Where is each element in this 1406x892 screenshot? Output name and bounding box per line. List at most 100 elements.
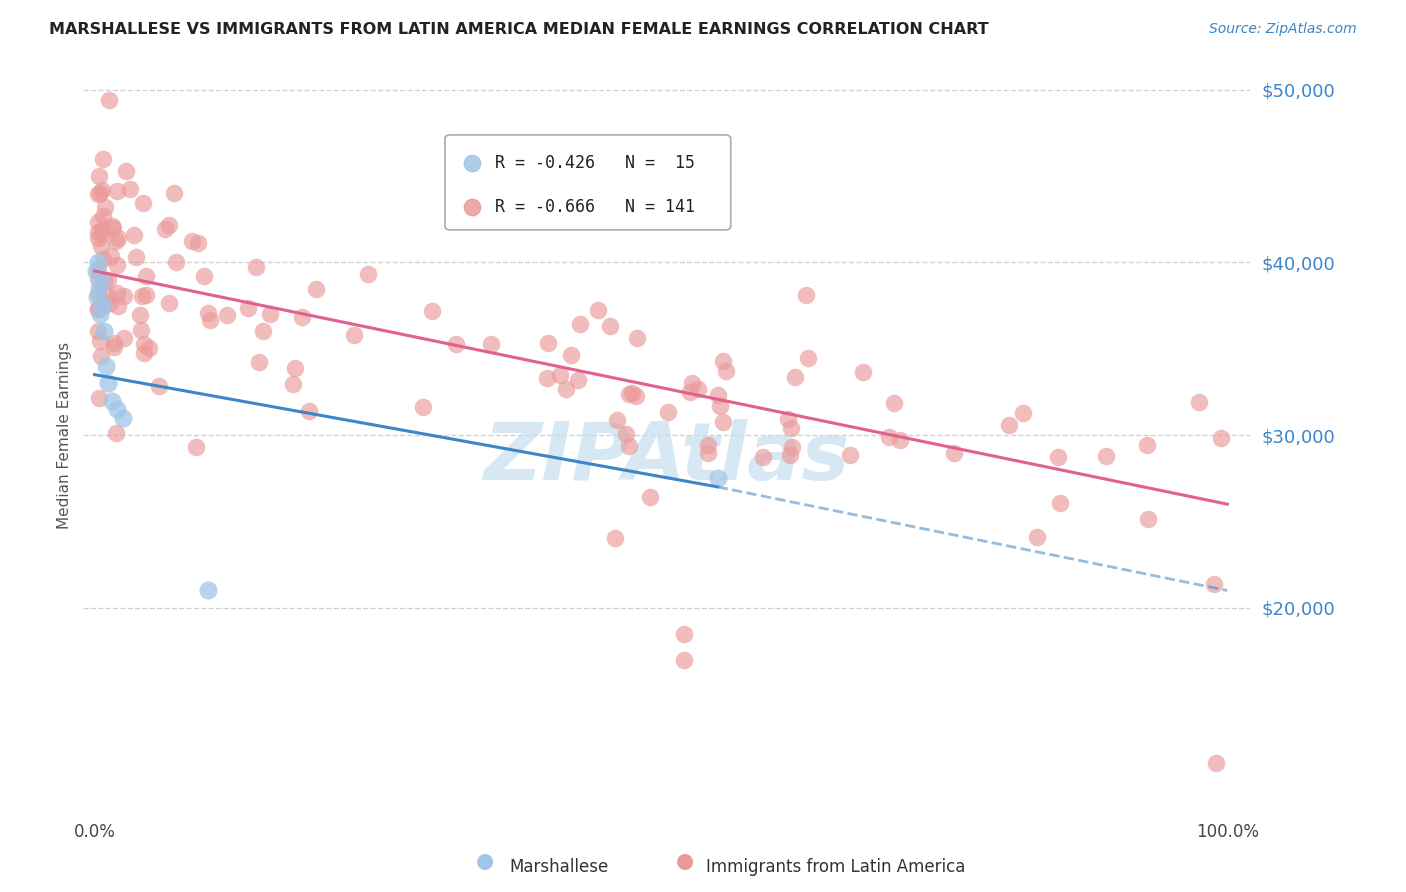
Point <box>706 471 728 485</box>
Point <box>752 450 775 464</box>
Y-axis label: Median Female Earnings: Median Female Earnings <box>58 342 72 529</box>
Point <box>93 325 115 339</box>
Point <box>568 317 591 331</box>
Point <box>640 490 662 504</box>
Point <box>567 373 589 387</box>
Point <box>245 260 267 275</box>
Point <box>599 318 621 333</box>
Point <box>603 531 626 545</box>
Point <box>87 391 110 405</box>
Point <box>281 376 304 391</box>
Point <box>548 368 571 382</box>
Point <box>101 219 124 233</box>
Point <box>716 363 738 377</box>
Point <box>97 376 120 391</box>
Point <box>94 359 117 373</box>
Point <box>1049 495 1071 509</box>
Point <box>93 274 115 288</box>
Point <box>560 348 582 362</box>
Point <box>657 405 679 419</box>
Point <box>259 307 281 321</box>
Point <box>696 446 718 460</box>
Point <box>98 296 121 310</box>
Point <box>159 296 181 310</box>
Point <box>105 286 128 301</box>
Point <box>90 350 112 364</box>
Point <box>1188 395 1211 409</box>
Point <box>555 382 578 396</box>
Point <box>997 418 1019 433</box>
Point <box>86 290 108 304</box>
Point <box>91 252 114 266</box>
Point <box>87 225 110 239</box>
Point <box>709 399 731 413</box>
Text: Marshallese: Marshallese <box>509 858 609 876</box>
Point <box>97 273 120 287</box>
Point <box>87 231 110 245</box>
Point <box>537 335 560 350</box>
Point <box>479 336 502 351</box>
Point <box>91 209 114 223</box>
Point <box>422 303 444 318</box>
Point <box>252 324 274 338</box>
Point <box>779 448 801 462</box>
Point <box>197 306 219 320</box>
Point <box>780 421 803 435</box>
Point <box>100 250 122 264</box>
Point <box>90 272 112 286</box>
Point <box>135 268 157 283</box>
Point <box>115 164 138 178</box>
Point <box>90 183 112 197</box>
FancyBboxPatch shape <box>444 135 731 230</box>
Text: R = -0.666   N = 141: R = -0.666 N = 141 <box>495 198 695 216</box>
Point <box>672 652 695 666</box>
Point <box>626 331 648 345</box>
Point <box>107 299 129 313</box>
Point <box>797 351 820 365</box>
Point <box>87 301 110 316</box>
Point <box>103 335 125 350</box>
Point <box>97 288 120 302</box>
Point <box>1046 450 1069 464</box>
Text: ZIPAtlas: ZIPAtlas <box>484 419 849 497</box>
Point <box>125 250 148 264</box>
Text: R = -0.426   N =  15: R = -0.426 N = 15 <box>495 154 695 172</box>
Point <box>291 310 314 324</box>
Point <box>87 255 110 269</box>
Text: ●: ● <box>676 852 693 871</box>
Point <box>181 234 204 248</box>
Point <box>122 227 145 242</box>
Point <box>129 308 152 322</box>
Point <box>357 268 380 282</box>
Point <box>193 269 215 284</box>
Point <box>672 626 695 640</box>
Point <box>87 215 110 229</box>
Point <box>238 301 260 316</box>
Point <box>90 239 112 253</box>
Point <box>852 365 875 379</box>
Point <box>153 222 176 236</box>
Point <box>87 187 110 202</box>
Point <box>707 388 730 402</box>
Point <box>215 308 238 322</box>
Point <box>536 371 558 385</box>
Point <box>186 440 208 454</box>
Point <box>163 186 186 201</box>
Point <box>112 289 135 303</box>
Point <box>87 262 110 277</box>
Point <box>87 287 110 301</box>
Point <box>93 201 115 215</box>
Point <box>197 583 219 598</box>
Point <box>105 402 128 417</box>
Point <box>131 289 153 303</box>
Point <box>87 272 110 286</box>
Point <box>1026 530 1049 544</box>
Point <box>91 299 114 313</box>
Point <box>446 336 468 351</box>
Point <box>606 413 628 427</box>
Point <box>343 328 366 343</box>
Point <box>89 186 111 201</box>
Point <box>120 181 142 195</box>
Point <box>111 410 134 425</box>
Point <box>90 227 112 241</box>
